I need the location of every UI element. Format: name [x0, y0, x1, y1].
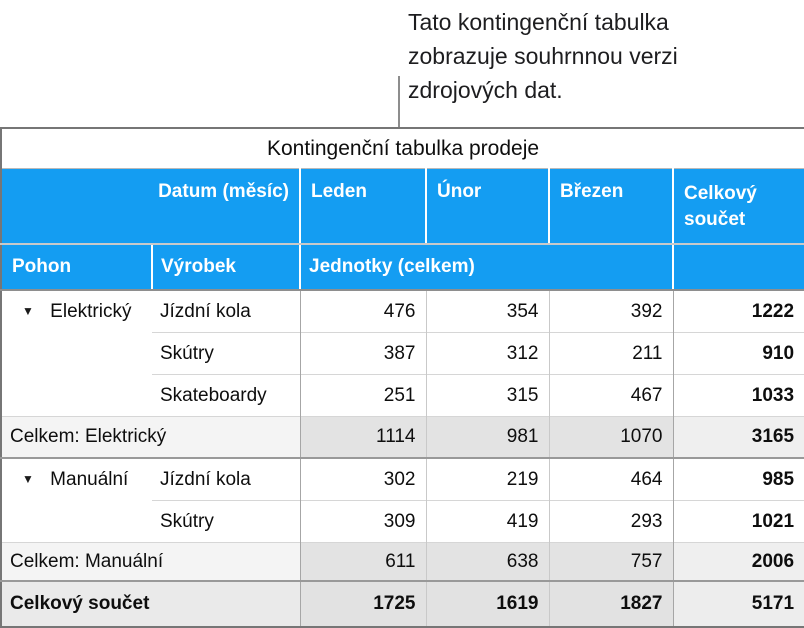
value-cell[interactable]: 293	[548, 500, 673, 543]
subtotal-value-cell[interactable]: 1114	[299, 416, 426, 459]
grand-total-value-cell[interactable]: 1827	[548, 581, 673, 627]
grand-total-value-cell[interactable]: 1725	[299, 581, 426, 627]
subtotal-value-cell[interactable]: 638	[425, 542, 549, 582]
row-total-cell[interactable]: 1222	[672, 289, 804, 333]
value-cell[interactable]: 354	[425, 289, 549, 333]
header-cell-jednotky[interactable]: Jednotky (celkem)	[299, 244, 673, 291]
grand-total-value-cell[interactable]: 1619	[425, 581, 549, 627]
pivot-table-container: Kontingenční tabulka prodeje Datum (měsí…	[0, 127, 804, 628]
subtotal-value-cell[interactable]: 757	[548, 542, 673, 582]
value-cell[interactable]: 387	[299, 332, 426, 375]
annotation-line: zobrazuje souhrnnou verzi	[408, 43, 678, 69]
value-cell[interactable]: 309	[299, 500, 426, 543]
group-label: Manuální	[50, 469, 129, 490]
table-title[interactable]: Kontingenční tabulka prodeje	[1, 128, 804, 169]
disclosure-triangle-icon[interactable]: ▼	[22, 304, 34, 318]
header-cell-vyrobek[interactable]: Výrobek	[151, 244, 300, 291]
disclosure-triangle-icon[interactable]: ▼	[22, 472, 34, 486]
value-cell[interactable]: 251	[299, 374, 426, 417]
value-cell[interactable]: 312	[425, 332, 549, 375]
product-cell[interactable]: Jízdní kola	[152, 289, 300, 333]
annotation-line: zdrojových dat.	[408, 77, 563, 103]
subtotal-value-cell[interactable]: 611	[299, 542, 426, 582]
pivot-table: Kontingenční tabulka prodeje Datum (měsí…	[0, 127, 804, 628]
header-cell-grand-total[interactable]: Celkový součet	[671, 168, 804, 245]
subtotal-label-cell[interactable]: Celkem: Elektrický	[1, 416, 300, 459]
grand-total-label-cell[interactable]: Celkový součet	[1, 581, 300, 627]
product-cell[interactable]: Jízdní kola	[152, 457, 300, 501]
row-total-cell[interactable]: 1033	[672, 374, 804, 417]
header-cell-date-field[interactable]: Datum (měsíc)	[1, 168, 300, 245]
value-cell[interactable]: 211	[548, 332, 673, 375]
subtotal-total-cell[interactable]: 3165	[672, 416, 804, 459]
value-cell[interactable]: 467	[548, 374, 673, 417]
value-cell[interactable]: 464	[548, 457, 673, 501]
value-cell[interactable]: 219	[425, 457, 549, 501]
group-label-cell[interactable]: ▼ Manuální	[1, 457, 152, 543]
header-cell-blank[interactable]	[671, 244, 804, 291]
row-total-cell[interactable]: 910	[672, 332, 804, 375]
header-cell-month-brezen[interactable]: Březen	[548, 168, 673, 245]
group-label: Elektrický	[50, 301, 132, 322]
subtotal-value-cell[interactable]: 1070	[548, 416, 673, 459]
header-cell-pohon[interactable]: Pohon	[1, 244, 152, 291]
value-cell[interactable]: 392	[548, 289, 673, 333]
product-cell[interactable]: Skútry	[152, 500, 300, 543]
annotation-text: Tato kontingenční tabulka zobrazuje souh…	[408, 5, 678, 107]
group-label-cell[interactable]: ▼ Elektrický	[1, 289, 152, 417]
value-cell[interactable]: 315	[425, 374, 549, 417]
subtotal-value-cell[interactable]: 981	[425, 416, 549, 459]
callout-connector-line	[398, 76, 400, 127]
product-cell[interactable]: Skútry	[152, 332, 300, 375]
row-total-cell[interactable]: 1021	[672, 500, 804, 543]
value-cell[interactable]: 419	[425, 500, 549, 543]
value-cell[interactable]: 302	[299, 457, 426, 501]
subtotal-total-cell[interactable]: 2006	[672, 542, 804, 582]
header-cell-month-leden[interactable]: Leden	[299, 168, 426, 245]
header-cell-month-unor[interactable]: Únor	[425, 168, 549, 245]
row-total-cell[interactable]: 985	[672, 457, 804, 501]
product-cell[interactable]: Skateboardy	[152, 374, 300, 417]
annotation-line: Tato kontingenční tabulka	[408, 9, 669, 35]
subtotal-label-cell[interactable]: Celkem: Manuální	[1, 542, 300, 582]
value-cell[interactable]: 476	[299, 289, 426, 333]
grand-total-cell[interactable]: 5171	[672, 581, 804, 627]
